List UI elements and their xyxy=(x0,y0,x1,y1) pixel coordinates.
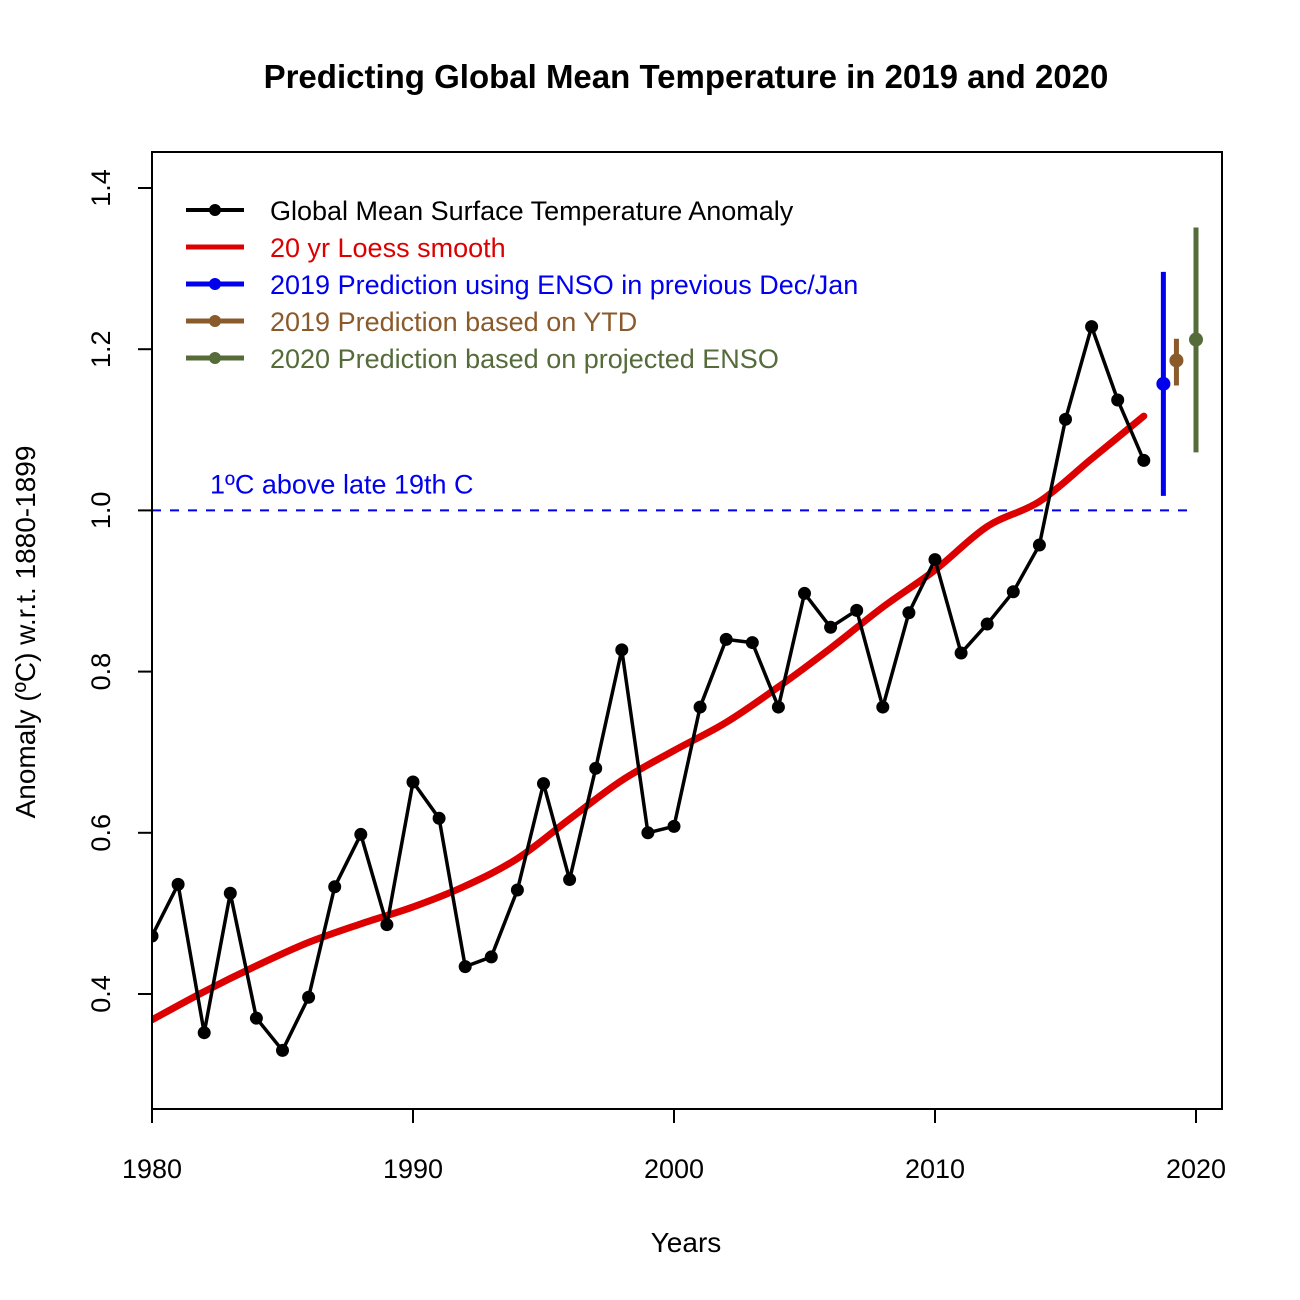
prediction-2019-ytd-point xyxy=(1169,353,1184,368)
anomaly-point xyxy=(902,606,916,620)
legend-swatch-point xyxy=(209,352,221,364)
anomaly-point xyxy=(667,819,681,833)
chart-title: Predicting Global Mean Temperature in 20… xyxy=(264,58,1109,95)
anomaly-point xyxy=(719,632,733,646)
anomaly-point xyxy=(641,826,655,840)
anomaly-point xyxy=(693,700,707,714)
anomaly-point xyxy=(1006,585,1020,599)
anomaly-point xyxy=(1137,453,1151,467)
legend-label: Global Mean Surface Temperature Anomaly xyxy=(270,196,794,226)
legend-swatch-point xyxy=(209,204,221,216)
legend-label: 2019 Prediction using ENSO in previous D… xyxy=(270,270,858,300)
anomaly-point xyxy=(510,883,524,897)
anomaly-point xyxy=(1032,538,1046,552)
prediction-2019-enso-point xyxy=(1156,376,1171,391)
y-axis-label: Anomaly (ºC) w.r.t. 1880-1899 xyxy=(10,446,41,819)
x-tick-label: 1990 xyxy=(383,1154,443,1184)
legend-item-2020-enso: 2020 Prediction based on projected ENSO xyxy=(186,344,779,374)
prediction-2020-enso-point xyxy=(1189,332,1203,347)
x-tick-label: 1980 xyxy=(122,1154,182,1184)
anomaly-point xyxy=(876,700,890,714)
plot-box xyxy=(151,151,1223,1110)
anomaly-point xyxy=(458,960,472,974)
anomaly-point xyxy=(1111,393,1125,407)
y-tick-label: 1.2 xyxy=(86,330,116,368)
anomaly-point xyxy=(589,761,603,775)
legend: Global Mean Surface Temperature Anomaly 2… xyxy=(186,196,858,374)
anomaly-point xyxy=(328,880,342,894)
legend-item-2019-ytd: 2019 Prediction based on YTD xyxy=(186,307,637,337)
anomaly-point xyxy=(771,700,785,714)
anomaly-point xyxy=(928,553,942,567)
anomaly-point xyxy=(249,1011,263,1025)
y-tick-label: 0.8 xyxy=(86,653,116,691)
x-tick-label: 2000 xyxy=(644,1154,704,1184)
reference-line-label: 1ºC above late 19th C xyxy=(210,469,474,499)
anomaly-point xyxy=(171,877,185,891)
anomaly-point xyxy=(354,827,368,841)
legend-label: 20 yr Loess smooth xyxy=(270,233,506,263)
y-tick-label: 1.4 xyxy=(86,169,116,207)
anomaly-point xyxy=(745,636,759,650)
anomaly-point xyxy=(276,1043,289,1057)
x-tick-label: 2010 xyxy=(905,1154,965,1184)
anomaly-point xyxy=(1059,412,1072,426)
anomaly-point xyxy=(798,586,811,600)
legend-swatch-point xyxy=(209,278,221,290)
anomaly-point xyxy=(1085,320,1099,334)
axes-layer: 1980 1990 2000 2010 2020 0.4 0.6 0.8 1.0 1.2 1.4 xyxy=(86,169,1226,1184)
anomaly-point xyxy=(406,775,420,789)
x-tick-label: 2020 xyxy=(1166,1154,1226,1184)
anomaly-point xyxy=(223,886,237,900)
anomaly-point xyxy=(954,646,968,660)
anomaly-point xyxy=(432,811,446,825)
anomaly-point xyxy=(152,929,159,943)
data-group xyxy=(152,227,1203,1057)
legend-item-anomaly: Global Mean Surface Temperature Anomaly xyxy=(186,196,794,226)
anomaly-point xyxy=(537,777,550,791)
x-axis-label: Years xyxy=(651,1227,722,1258)
anomaly-point xyxy=(615,643,629,657)
plot-layer: 1ºC above late 19th C xyxy=(152,227,1203,1057)
anomaly-point xyxy=(563,873,577,887)
anomaly-point xyxy=(197,1026,211,1040)
anomaly-point xyxy=(484,950,498,964)
anomaly-point xyxy=(824,620,838,634)
anomaly-point xyxy=(302,990,316,1004)
anomaly-point xyxy=(980,617,994,631)
legend-label: 2019 Prediction based on YTD xyxy=(270,307,637,337)
y-tick-label: 1.0 xyxy=(86,492,116,530)
y-tick-label: 0.4 xyxy=(86,975,116,1013)
legend-label: 2020 Prediction based on projected ENSO xyxy=(270,344,779,374)
legend-item-2019-enso: 2019 Prediction using ENSO in previous D… xyxy=(186,270,858,300)
legend-swatch-point xyxy=(209,315,221,327)
legend-item-loess: 20 yr Loess smooth xyxy=(186,233,506,263)
anomaly-point xyxy=(380,918,394,932)
y-tick-label: 0.6 xyxy=(86,814,116,852)
anomaly-point xyxy=(850,603,864,617)
